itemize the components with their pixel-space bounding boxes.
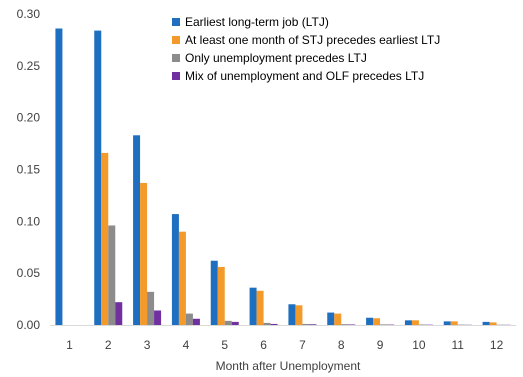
- bar: [192, 318, 200, 325]
- bar: [94, 30, 102, 326]
- bar: [334, 313, 342, 325]
- legend-label: Only unemployment precedes LTJ: [185, 51, 367, 65]
- y-tick-label: 0.05: [17, 266, 41, 280]
- bar: [450, 321, 458, 325]
- legend-label: At least one month of STJ precedes earli…: [185, 33, 440, 47]
- bar: [380, 324, 388, 325]
- bar: [115, 302, 123, 325]
- legend: Earliest long-term job (LTJ) At least one…: [172, 15, 440, 83]
- x-tick-label: 4: [183, 338, 190, 352]
- x-tick-label: 10: [412, 338, 426, 352]
- x-tick-label: 11: [452, 338, 465, 352]
- bar: [185, 313, 193, 325]
- bar: [147, 291, 155, 325]
- x-tick-label: 2: [105, 338, 112, 352]
- bar: [256, 290, 264, 325]
- bar: [154, 310, 162, 325]
- bar: [404, 320, 412, 325]
- x-tick-label: 8: [338, 338, 345, 352]
- bar: [224, 320, 232, 325]
- bar: [373, 318, 381, 325]
- y-tick-label: 0.15: [17, 163, 41, 177]
- x-tick-label: 5: [221, 338, 228, 352]
- y-tick-label: 0.10: [17, 214, 41, 228]
- bar: [411, 320, 419, 325]
- bar: [366, 317, 374, 325]
- bar: [302, 323, 310, 325]
- plot-area: [50, 28, 516, 326]
- x-tick-label: 7: [299, 338, 306, 352]
- legend-swatch: [172, 18, 180, 26]
- y-axis: 0.00 0.05 0.10 0.15 0.20 0.25 0.30: [17, 7, 41, 332]
- legend-swatch: [172, 72, 180, 80]
- legend-swatch: [172, 36, 180, 44]
- bar: [140, 182, 148, 325]
- bar: [108, 225, 116, 325]
- y-tick-label: 0.00: [17, 318, 41, 332]
- y-tick-label: 0.30: [17, 7, 41, 21]
- bar: [341, 324, 349, 325]
- y-tick-label: 0.25: [17, 59, 41, 73]
- bar: [489, 322, 497, 325]
- bar: [270, 323, 278, 325]
- bar: [101, 152, 109, 325]
- x-tick-label: 12: [490, 338, 504, 352]
- bar: [327, 312, 335, 325]
- bar: [210, 260, 218, 325]
- bar: [249, 287, 257, 325]
- y-tick-label: 0.20: [17, 111, 41, 125]
- legend-swatch: [172, 54, 180, 62]
- x-tick-label: 6: [260, 338, 267, 352]
- bar: [482, 321, 490, 325]
- bar: [288, 304, 296, 325]
- x-axis: 1 2 3 4 5 6 7 8 9 10 11 12: [66, 338, 503, 352]
- bar: [309, 324, 317, 325]
- x-axis-title: Month after Unemployment: [216, 359, 361, 373]
- x-tick-label: 1: [66, 338, 73, 352]
- bar: [348, 324, 356, 325]
- bar: [171, 214, 179, 325]
- bar: [55, 28, 63, 325]
- x-tick-label: 3: [144, 338, 151, 352]
- bar: [295, 305, 303, 325]
- bar: [133, 135, 141, 325]
- bar: [178, 231, 186, 325]
- legend-label: Earliest long-term job (LTJ): [185, 15, 329, 29]
- legend-label: Mix of unemployment and OLF precedes LTJ: [185, 69, 424, 83]
- bar: [263, 322, 271, 325]
- bar: [418, 324, 426, 325]
- bar: [217, 266, 225, 325]
- x-tick-label: 9: [377, 338, 384, 352]
- bar: [443, 321, 451, 325]
- bar: [231, 321, 239, 325]
